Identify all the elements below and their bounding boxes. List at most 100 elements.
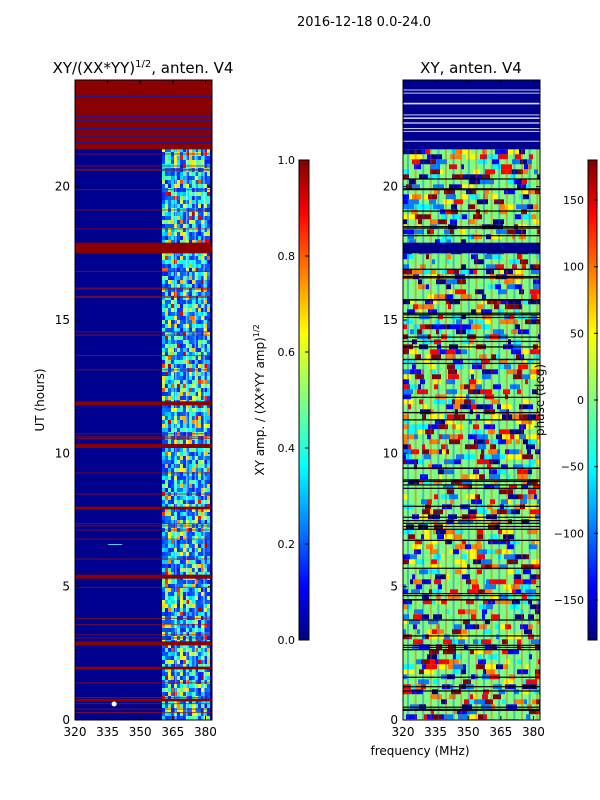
right-cell [492, 714, 500, 720]
left-cell [176, 240, 180, 244]
left-cell [176, 296, 180, 300]
left-cell [164, 148, 168, 152]
right-cell [416, 314, 419, 320]
left-cell [206, 308, 210, 312]
left-cell [164, 484, 168, 488]
left-cell [185, 552, 189, 556]
right-cell [471, 404, 476, 410]
left-cell [206, 604, 210, 608]
right-cell [403, 279, 411, 285]
left-cell [167, 620, 171, 624]
left-cell [182, 224, 186, 228]
right-cell [491, 374, 498, 380]
right-cell [416, 659, 421, 665]
right-cell [513, 254, 517, 260]
left-cell [164, 608, 168, 612]
left-hline [75, 295, 212, 297]
right-cell [482, 214, 490, 220]
left-cell [200, 324, 204, 328]
right-cell [432, 464, 442, 470]
left-cell [164, 344, 168, 348]
right-cell [501, 284, 507, 290]
right-cell [423, 459, 427, 465]
left-cell [197, 156, 201, 160]
right-cell [427, 624, 436, 630]
left-cell [170, 604, 174, 608]
left-cell [194, 316, 198, 320]
right-cell [495, 314, 504, 320]
right-cell [410, 564, 416, 570]
right-cell [427, 434, 431, 440]
left-cell [167, 160, 171, 164]
left-cell [197, 280, 201, 284]
right-cell [466, 664, 476, 670]
left-cell [200, 712, 204, 716]
left-cell [161, 568, 165, 572]
left-cell [200, 256, 204, 260]
right-cell [441, 179, 451, 185]
right-cell [520, 539, 531, 545]
left-cell [161, 348, 165, 352]
left-cell [170, 592, 174, 596]
left-cell [206, 256, 210, 260]
left-cell [197, 216, 201, 220]
right-cell [497, 309, 504, 315]
right-cell [453, 484, 458, 490]
left-cell [185, 236, 189, 240]
left-cell [185, 612, 189, 616]
left-cell [179, 584, 183, 588]
left-cell [170, 504, 174, 508]
right-cell [503, 614, 508, 620]
left-cell [164, 704, 168, 708]
left-cell [173, 628, 177, 632]
left-cell [206, 276, 210, 280]
left-cell [197, 312, 201, 316]
right-cell [466, 494, 475, 500]
left-cell [170, 204, 174, 208]
right-cell [460, 594, 468, 600]
right-cell [493, 214, 498, 220]
left-cell [173, 304, 177, 308]
right-cell [420, 184, 424, 190]
right-cell [454, 554, 462, 560]
right-cell [403, 199, 408, 205]
right-cell [434, 429, 439, 435]
right-cell [477, 539, 481, 545]
right-cell [438, 469, 444, 475]
left-cell [179, 172, 183, 176]
left-cell [179, 256, 183, 260]
left-cell [197, 600, 201, 604]
right-cell [530, 374, 536, 380]
left-cell [185, 644, 189, 648]
right-cell [431, 559, 437, 565]
left-cell [203, 604, 207, 608]
left-cell [185, 364, 189, 368]
right-cell [439, 484, 443, 490]
left-cell [197, 548, 201, 552]
right-cell [439, 304, 448, 310]
left-cell [194, 288, 198, 292]
left-cell [200, 484, 204, 488]
left-hline [75, 270, 212, 272]
left-cell [188, 240, 192, 244]
right-cell [479, 424, 484, 430]
right-cell [435, 259, 446, 265]
right-cell [411, 294, 418, 300]
right-cell [536, 459, 540, 465]
left-cell [191, 156, 195, 160]
right-cell [471, 529, 477, 535]
right-cell [462, 654, 466, 660]
left-cell [167, 504, 171, 508]
right-cell [519, 149, 525, 155]
right-cell [469, 444, 478, 450]
right-cell [497, 629, 507, 635]
right-cell [403, 189, 413, 195]
left-cell [164, 568, 168, 572]
right-cell [482, 294, 486, 300]
left-cell [194, 300, 198, 304]
right-cell [508, 614, 515, 620]
left-cell [200, 604, 204, 608]
right-cell [457, 229, 460, 235]
right-cell [490, 619, 499, 625]
left-cell [185, 656, 189, 660]
